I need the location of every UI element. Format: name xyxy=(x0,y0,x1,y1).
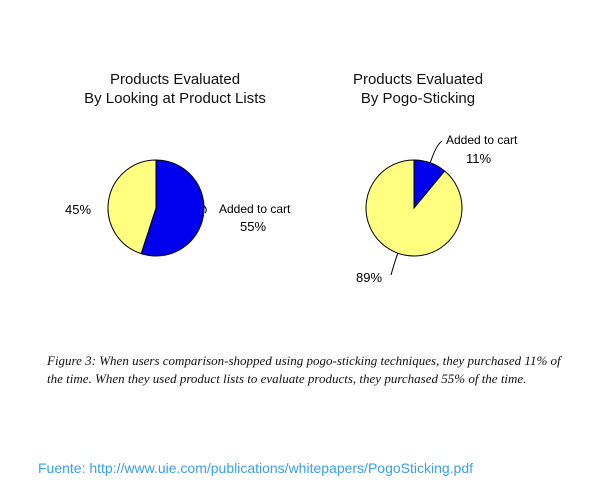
chart-title-line-1: Products Evaluated xyxy=(352,71,484,88)
pie-slice-not-added xyxy=(365,159,463,257)
leader-line xyxy=(203,205,207,214)
chart-title-line-2: By Looking at Product Lists xyxy=(84,90,266,107)
leader-line xyxy=(390,252,399,276)
slice-percent-label: 45% xyxy=(65,202,91,217)
chart-title-line-2: By Pogo-Sticking xyxy=(360,90,476,107)
leader-line xyxy=(429,140,443,163)
chart-title-product-lists: Products Evaluated By Looking at Product… xyxy=(55,70,295,108)
pie-chart-pogo-sticking: Added to cart 11% 89% xyxy=(356,133,518,285)
slice-label: Added to cart xyxy=(446,133,518,147)
slice-percent-label: 11% xyxy=(466,151,491,166)
slice-label: Added to cart xyxy=(219,202,291,216)
figure-caption: Figure 3: When users comparison-shopped … xyxy=(47,353,561,386)
pie-chart-product-lists: Added to cart 55% 45% xyxy=(65,159,291,257)
source-link[interactable]: Fuente: http://www.uie.com/publications/… xyxy=(38,460,474,476)
pie-slice-added-to-cart xyxy=(140,159,205,257)
chart-title-pogo-sticking: Products Evaluated By Pogo-Sticking xyxy=(308,70,528,108)
slice-percent-label: 89% xyxy=(356,270,382,285)
chart-title-line-1: Products Evaluated xyxy=(109,71,241,88)
pie-slice-not-added xyxy=(107,159,157,255)
slice-percent-label: 55% xyxy=(240,219,266,234)
